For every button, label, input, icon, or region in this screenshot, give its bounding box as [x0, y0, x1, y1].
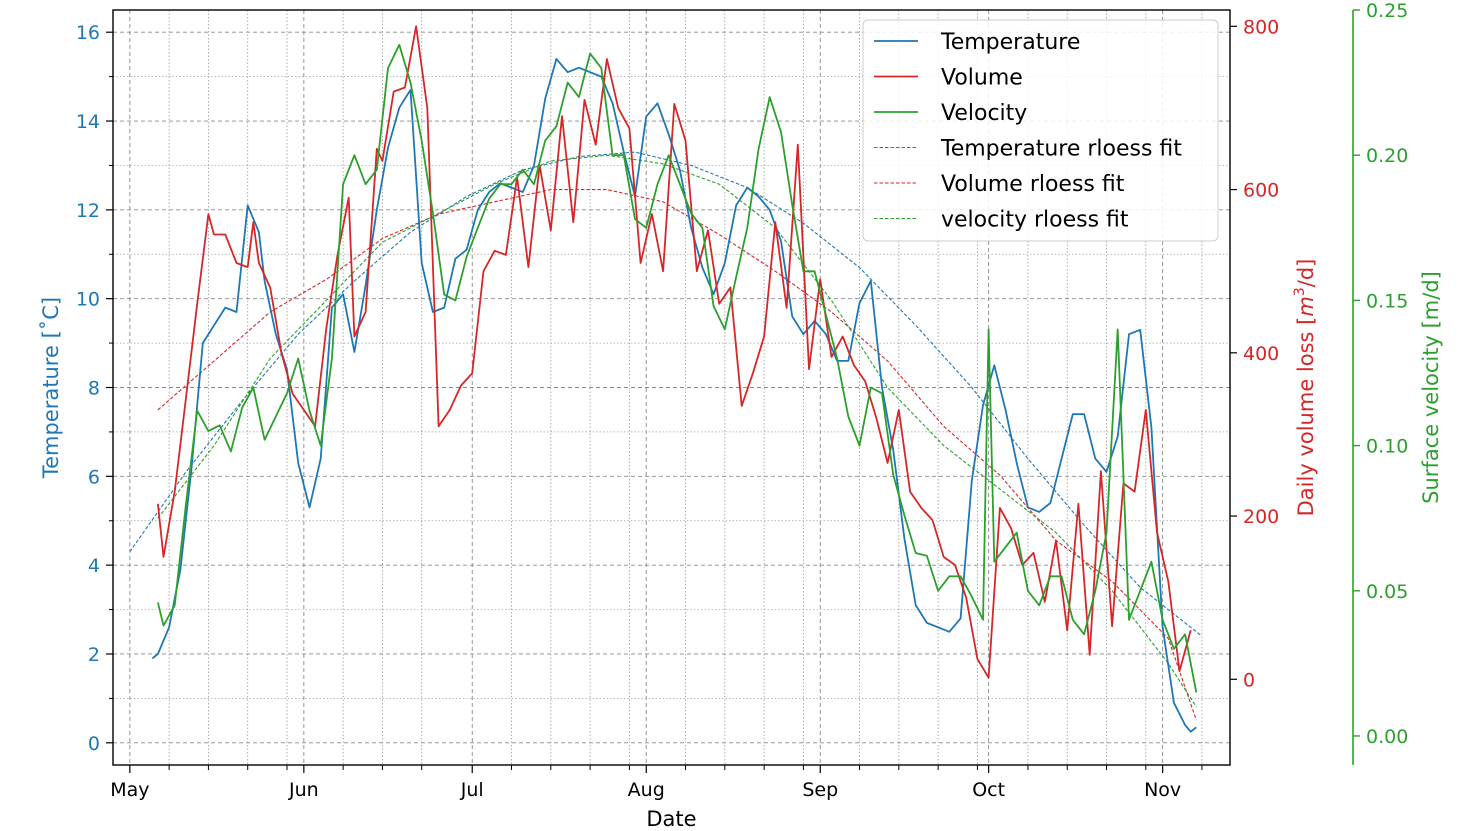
temperature-tick-label: 16: [76, 22, 100, 44]
series-line-velocity-rloess-fit: [157, 154, 1197, 708]
temperature-tick-label: 14: [76, 111, 100, 133]
temperature-tick-label: 8: [88, 378, 100, 400]
velocity-tick-label: 0.20: [1366, 145, 1408, 167]
volume-label-prefix: Daily volume loss [: [1294, 317, 1318, 517]
legend-label: Velocity: [941, 101, 1027, 126]
legend-label: Volume: [941, 66, 1023, 91]
velocity-tick-label: 0.00: [1366, 726, 1408, 748]
axes: May Jun Jul Aug Sep Oct Nov 0 2 4 6 8 10 12 14 16 0 200 40…: [76, 0, 1409, 801]
volume-label-suffix: /d]: [1294, 259, 1318, 288]
x-tick-label: Jun: [288, 779, 319, 801]
x-axis-label: Date: [646, 807, 696, 831]
temperature-tick-label: 0: [88, 733, 100, 755]
legend-label: Temperature rloess fit: [940, 137, 1182, 162]
legend-label: Temperature: [940, 30, 1080, 55]
velocity-tick-label: 0.15: [1366, 290, 1408, 312]
velocity-tick-label: 0.05: [1366, 581, 1408, 603]
x-tick-label: Aug: [628, 779, 665, 801]
volume-tick-label: 600: [1243, 180, 1279, 202]
series-line-temperature: [151, 58, 1197, 733]
legend-label: velocity rloess fit: [941, 208, 1129, 233]
velocity-axis-label: Surface velocity [m/d]: [1419, 271, 1443, 504]
legend-box: [862, 19, 1219, 242]
series-line-volume-rloess-fit: [157, 189, 1197, 721]
legend-label: Volume rloess fit: [941, 172, 1125, 197]
volume-label-unit: m: [1294, 296, 1318, 316]
temperature-tick-label: 6: [88, 466, 100, 488]
temperature-axis-label: Temperature [˚C]: [39, 297, 63, 479]
temperature-tick-label: 10: [76, 289, 100, 311]
x-tick-label: Jul: [460, 779, 484, 801]
volume-axis-label: Daily volume loss [m3/d]: [1292, 259, 1318, 517]
grid: [113, 10, 1230, 765]
temperature-tick-label: 2: [88, 644, 100, 666]
volume-tick-label: 200: [1243, 506, 1279, 528]
velocity-tick-label: 0.25: [1366, 0, 1408, 22]
x-tick-label: Sep: [802, 779, 838, 801]
volume-tick-label: 800: [1243, 16, 1279, 38]
temperature-tick-label: 4: [88, 555, 100, 577]
volume-tick-label: 0: [1243, 669, 1255, 691]
legend: Temperature Volume Velocity Temperature rlo…: [862, 19, 1219, 242]
velocity-tick-label: 0.10: [1366, 436, 1408, 458]
series-line-velocity: [157, 43, 1198, 693]
temperature-tick-label: 12: [76, 200, 100, 222]
x-tick-label: Nov: [1144, 779, 1181, 801]
volume-label-sup: 3: [1292, 287, 1308, 296]
plot-area: [129, 25, 1203, 733]
x-tick-label: May: [110, 779, 149, 801]
series-line-temperature-rloess-fit: [129, 151, 1203, 637]
x-tick-label: Oct: [972, 779, 1005, 801]
volume-tick-label: 400: [1243, 343, 1279, 365]
